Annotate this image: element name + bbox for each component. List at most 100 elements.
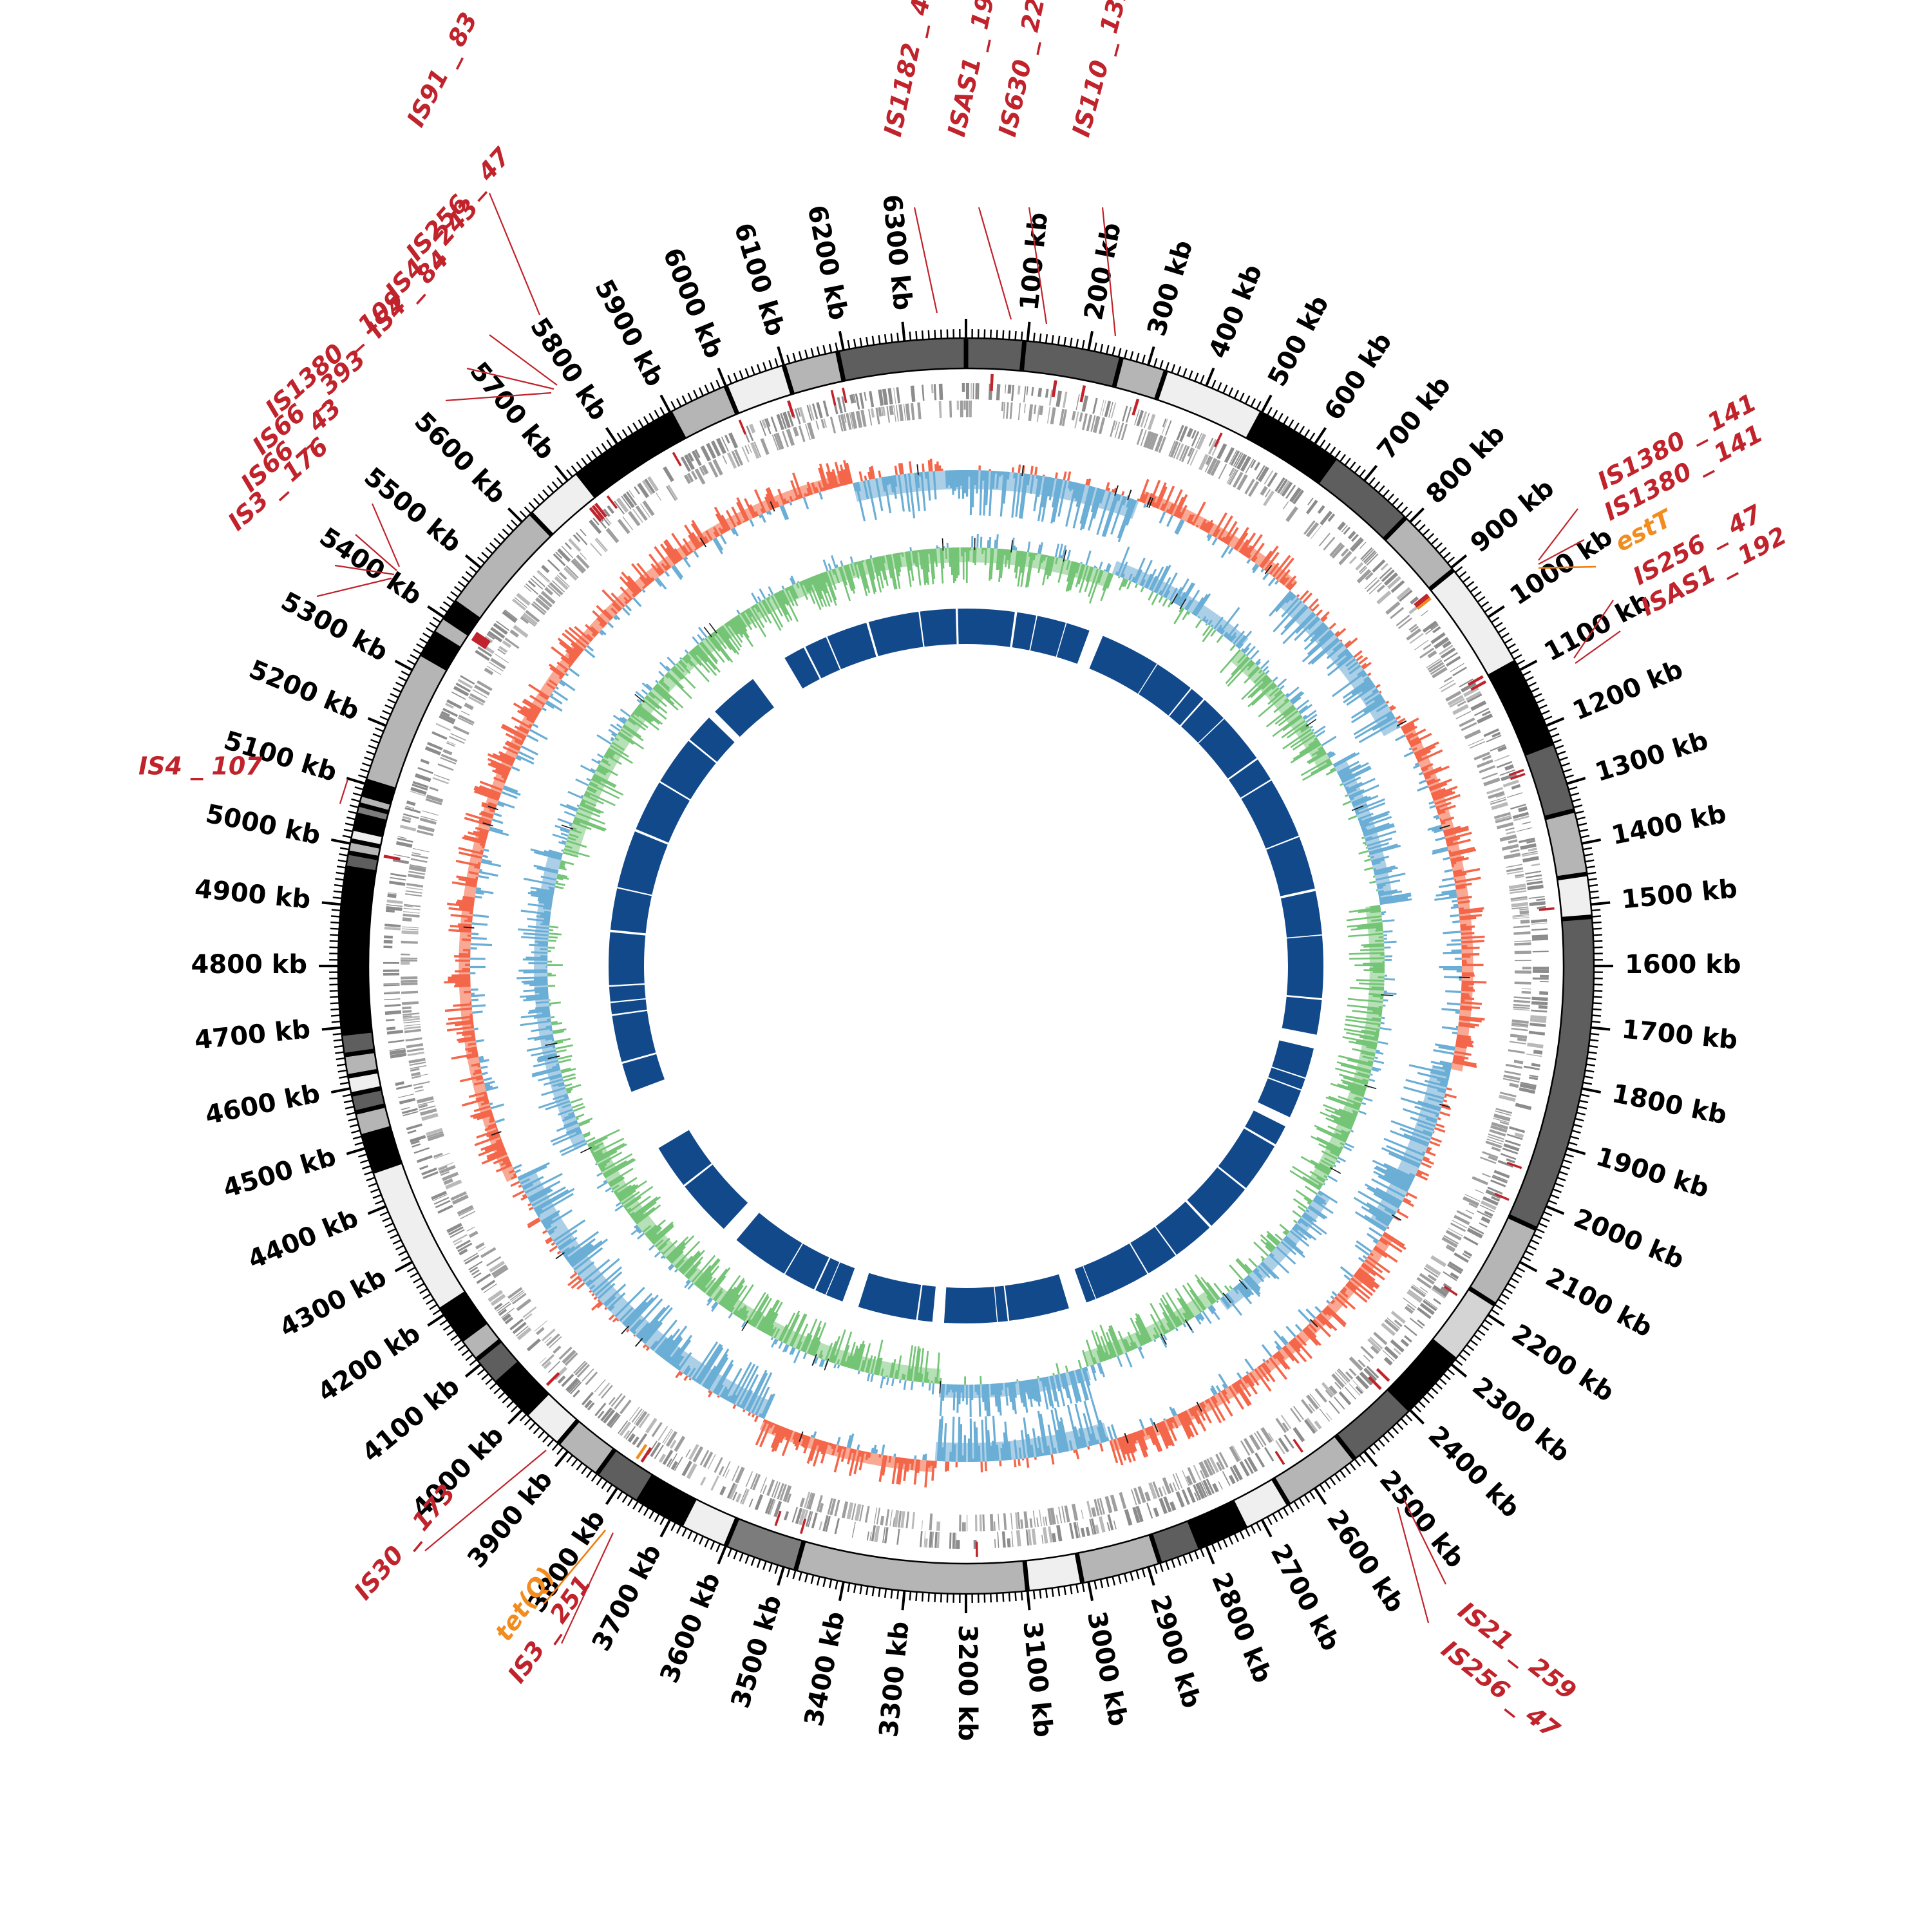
cds-block-reverse xyxy=(771,1481,779,1498)
gc-content-bar xyxy=(727,621,743,643)
gc-content-bar xyxy=(849,1345,858,1369)
cds-block-reverse xyxy=(402,1010,412,1014)
cds-block-forward xyxy=(822,1515,829,1531)
gc-content-bar xyxy=(923,549,929,585)
axis-minor-tick xyxy=(1430,537,1439,545)
gc-content-bar xyxy=(795,1323,809,1349)
axis-minor-tick xyxy=(349,804,359,808)
gc-skew-bar xyxy=(1034,1457,1037,1460)
cds-block-forward xyxy=(383,983,400,985)
gc-skew-bar xyxy=(457,923,472,927)
gc-content-bar xyxy=(835,564,838,568)
gc-content-bar xyxy=(1235,1285,1253,1305)
gc-skew-bar xyxy=(1434,793,1461,805)
cds-block-reverse xyxy=(1394,1319,1403,1327)
gc-skew-bar xyxy=(857,1444,860,1450)
axis-minor-tick xyxy=(439,1319,448,1326)
gc-content-bar xyxy=(585,791,616,806)
contig-block xyxy=(837,338,966,381)
gc-skew-bar xyxy=(1238,539,1249,553)
gc-skew-bar xyxy=(1372,688,1378,694)
gc-skew-bar xyxy=(760,513,766,524)
cds-block-reverse xyxy=(1414,639,1428,650)
gc-content-bar xyxy=(1133,557,1146,583)
gc-skew-bar xyxy=(478,875,489,879)
cds-block-reverse xyxy=(1510,896,1528,900)
axis-minor-tick xyxy=(1584,1075,1593,1079)
gc-skew-bar xyxy=(612,1317,618,1323)
axis-major-tick xyxy=(605,1487,618,1505)
cds-block-reverse xyxy=(1412,1284,1427,1295)
cds-block-reverse xyxy=(573,1360,586,1374)
axis-minor-tick xyxy=(1454,1359,1463,1366)
axis-minor-tick xyxy=(670,1522,676,1531)
gc-skew-bar xyxy=(466,1054,479,1059)
gc-content-bar xyxy=(987,1384,991,1417)
gc-content-bar xyxy=(1059,554,1063,559)
gc-skew-bar-outlier xyxy=(1021,465,1025,477)
cds-block-forward xyxy=(724,434,730,444)
cds-block-reverse xyxy=(408,871,426,875)
gc-skew-bar xyxy=(893,475,898,487)
gc-content-bar xyxy=(1267,691,1283,705)
gc-content-bar xyxy=(1352,1112,1358,1115)
axis-major-tick xyxy=(605,427,618,445)
gc-skew-bar xyxy=(1395,734,1406,742)
gc-content-bar xyxy=(1359,1036,1378,1041)
cds-block-reverse xyxy=(1091,1507,1097,1517)
cds-block-forward xyxy=(644,478,656,494)
gc-skew-bar xyxy=(721,1388,729,1399)
axis-minor-tick xyxy=(756,1558,761,1568)
gc-content-bar xyxy=(540,948,548,951)
gc-content-bar xyxy=(1175,596,1182,605)
cds-block-reverse xyxy=(1473,752,1491,761)
contig-separator xyxy=(1524,741,1554,756)
gc-content-bar xyxy=(1338,764,1361,777)
gc-content-bar xyxy=(1072,1370,1082,1403)
gc-skew-bar xyxy=(627,575,642,592)
gc-skew-bar xyxy=(496,1146,506,1152)
cds-block-reverse xyxy=(860,410,867,427)
contig-separator xyxy=(361,792,392,805)
gc-skew-bar xyxy=(1403,751,1414,758)
gc-content-bar xyxy=(873,557,880,576)
cds-block-reverse xyxy=(1144,1492,1151,1502)
cds-block-reverse xyxy=(834,1499,840,1517)
cds-block-forward xyxy=(453,686,469,697)
gc-content-bar xyxy=(611,1184,620,1191)
cds-block-reverse xyxy=(1001,401,1004,412)
cds-block-forward xyxy=(1477,713,1493,724)
gc-skew-bar xyxy=(656,567,663,575)
cds-block-reverse xyxy=(820,419,826,429)
cds-block-forward xyxy=(1232,1464,1244,1481)
gc-skew-bar xyxy=(511,1175,518,1180)
gc-content-bar xyxy=(1070,1370,1080,1402)
gc-skew-bar xyxy=(1294,1323,1303,1332)
gc-skew-bar xyxy=(857,482,861,492)
cds-block-reverse xyxy=(1099,1497,1105,1515)
axis-minor-tick xyxy=(398,676,407,682)
cds-block-forward xyxy=(691,450,702,466)
gc-skew-bar xyxy=(1321,1310,1328,1316)
gc-skew-bar xyxy=(707,1391,713,1397)
gc-content-bar xyxy=(1372,971,1385,974)
gc-skew-bar xyxy=(499,1137,502,1139)
axis-minor-tick xyxy=(330,934,339,936)
cds-block-forward xyxy=(1532,967,1549,970)
cds-block-forward xyxy=(1433,1298,1442,1305)
gc-skew-bar xyxy=(847,1448,853,1464)
cds-block-reverse xyxy=(1491,1122,1508,1130)
axis-minor-tick xyxy=(358,1153,368,1158)
gc-skew-bar xyxy=(723,1368,743,1400)
gc-skew-bar xyxy=(1188,1408,1194,1417)
gc-skew-bar xyxy=(1454,878,1457,882)
gc-skew-bar xyxy=(1451,939,1462,942)
cds-block-forward xyxy=(383,961,400,964)
gc-skew-bar xyxy=(1046,1445,1051,1455)
gc-skew-bar xyxy=(934,1461,937,1468)
gc-content-bar xyxy=(627,718,636,726)
cds-block-reverse xyxy=(1249,1434,1261,1451)
gc-skew-bar xyxy=(1082,486,1096,529)
gc-skew-bar xyxy=(515,756,522,761)
gc-content-bar xyxy=(573,818,605,832)
